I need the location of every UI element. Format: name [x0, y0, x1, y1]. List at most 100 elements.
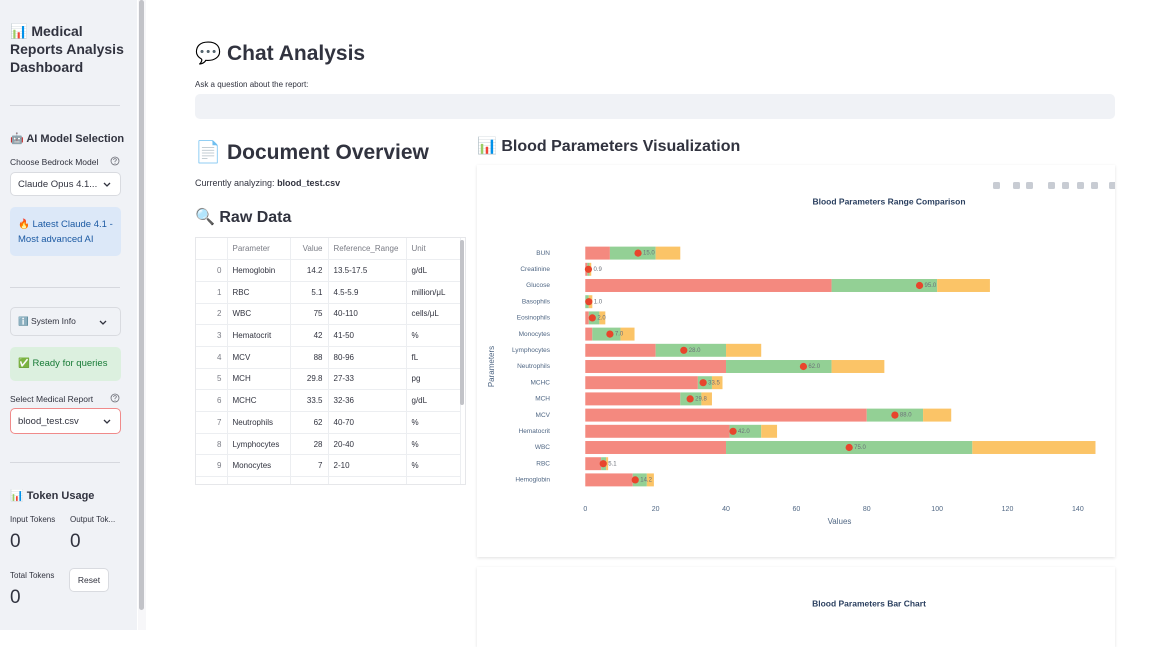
bar-segment [972, 441, 1096, 454]
bar-segment [937, 279, 990, 292]
divider [10, 105, 120, 106]
data-table[interactable]: Parameter Value Reference_Range Unit 0 Hemogl… [195, 237, 466, 485]
table-row: 6 MCHC 33.5 32-36 g/dL [196, 389, 461, 412]
table-row: 0 Hemoglobin 14.2 13.5-17.5 g/dL [196, 259, 461, 282]
bar-segment [646, 473, 654, 487]
divider [10, 287, 120, 288]
y-tick-label: WBC [535, 444, 550, 451]
table-cell: 13.5-17.5 [328, 259, 407, 282]
table-cell: Hemoglobin [227, 259, 291, 282]
table-cell: % [406, 411, 461, 434]
table-row: 10Eosinophils21-4% [196, 476, 461, 484]
value-marker [729, 427, 737, 435]
table-scrollbar[interactable] [460, 240, 464, 405]
row-index: 1 [196, 281, 228, 304]
bar-segment [606, 457, 609, 471]
x-tick-label: 20 [652, 506, 660, 513]
table-row: 7 Neutrophils 62 40-70% [196, 411, 461, 434]
bar-segment [609, 246, 656, 260]
bar-segment [923, 408, 952, 422]
report-select[interactable]: blood_test.csv [10, 408, 121, 434]
bar-segment [726, 343, 762, 357]
table: Parameter Value Reference_Range Unit 0 Hemogl… [196, 238, 461, 484]
table-cell: fL [406, 346, 461, 369]
table-cell: 33.5 [290, 389, 329, 412]
x-tick-label: 120 [1002, 506, 1014, 513]
y-tick-label: MCV [536, 412, 551, 419]
bar-segment [726, 360, 832, 373]
value-label: 95.0 [925, 283, 937, 289]
header-cell: Unit [406, 238, 461, 261]
bar-segment [585, 360, 727, 373]
chevron [99, 320, 107, 325]
field-label: Select Medical Report [10, 394, 94, 404]
header-cell: Parameter [227, 238, 291, 261]
system-info-expander[interactable]: ℹ️ System Info [10, 307, 121, 336]
value-marker [584, 265, 593, 273]
help-icon[interactable] [110, 156, 120, 166]
metric-value: 0 [10, 587, 21, 608]
help-icon[interactable] [110, 393, 120, 403]
x-tick-label: 140 [1072, 506, 1084, 513]
table-row: 5 MCH 29.8 27-33 pg [196, 368, 461, 391]
question-input[interactable] [195, 94, 1115, 119]
x-tick-label: 0 [583, 506, 587, 513]
bar-segment [585, 376, 698, 390]
x-axis-label: Values [828, 517, 852, 526]
table-cell: 40-110 [328, 303, 407, 326]
table-cell: RBC [227, 281, 291, 304]
y-tick-label: Basophils [522, 298, 551, 305]
table-cell: Eosinophils [227, 476, 291, 484]
table-cell: Lymphocytes [227, 433, 291, 456]
model-select[interactable]: Claude Opus 4.1... [10, 172, 121, 196]
modebar-icon [1091, 182, 1098, 189]
metric-label: Output Tok... [70, 515, 116, 524]
table-cell: % [406, 454, 461, 478]
section-title: 📊 Token Usage [10, 490, 95, 502]
row-index: 10 [196, 476, 228, 484]
chevron [103, 182, 111, 187]
y-tick-label: Lymphocytes [512, 347, 551, 354]
metric-value: 0 [70, 531, 81, 552]
chart-title: Blood Parameters Range Comparison [812, 196, 965, 206]
analyzing-file: blood_test.csv [277, 178, 341, 188]
modebar-icon [1013, 182, 1020, 189]
value-label: 62.0 [808, 364, 820, 370]
section-title: 📊 Blood Parameters Visualization [477, 138, 741, 155]
select-value: Claude Opus 4.1... [18, 178, 98, 190]
x-tick-label: 60 [792, 506, 800, 513]
table-cell: 75 [290, 303, 329, 326]
table-cell: cells/μL [406, 303, 461, 326]
table-cell: 1-4 [328, 476, 407, 484]
value-marker [686, 395, 694, 403]
bar-segment [585, 392, 681, 406]
table-cell: MCHC [227, 389, 291, 412]
value-label: 33.5 [708, 380, 720, 386]
row-index: 3 [196, 324, 228, 347]
value-label: 29.8 [695, 396, 707, 402]
value-marker [634, 249, 642, 257]
section-title: 🤖 AI Model Selection [10, 133, 125, 145]
value-marker [680, 346, 688, 354]
bar-segment [585, 424, 730, 438]
bar-segment [585, 408, 867, 422]
bar-segment [655, 343, 727, 357]
reset-button[interactable]: Reset [69, 568, 109, 592]
input-label: Ask a question about the report: [195, 80, 309, 89]
page: { "sidebar": { "title": "📊 Medical Repor… [0, 0, 1116, 630]
bar-segment [761, 424, 778, 438]
table-cell: % [406, 476, 461, 484]
scrollbar-thumb[interactable] [139, 0, 144, 610]
chart-card: Blood Parameters Bar Chart [477, 567, 1115, 647]
value-marker [599, 460, 607, 468]
header-cell: Reference_Range [328, 238, 407, 261]
row-index: 5 [196, 368, 228, 391]
bar-segment [585, 441, 727, 454]
row-index: 4 [196, 346, 228, 369]
header-cell [196, 238, 228, 261]
value-label: 14.2 [640, 477, 652, 483]
table-cell: 20-40 [328, 433, 407, 456]
modebar-icon [993, 182, 1000, 189]
table-cell: 62 [290, 411, 329, 434]
table-cell: 4.5-5.9 [328, 281, 407, 304]
